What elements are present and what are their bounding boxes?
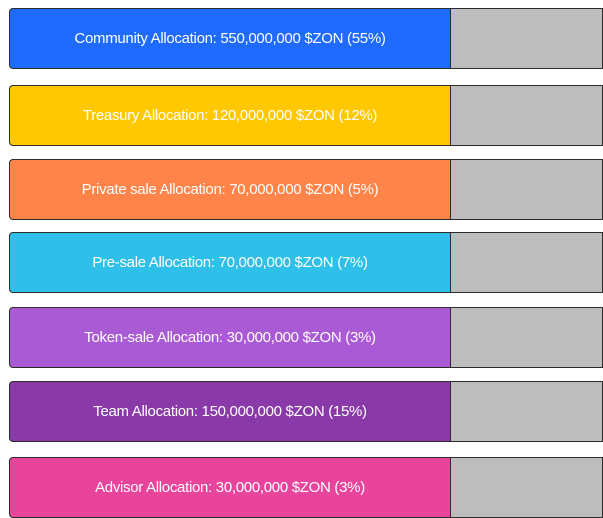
allocation-row: Treasury Allocation: 120,000,000 $ZON (1… — [9, 85, 603, 146]
allocation-track — [451, 85, 603, 146]
allocation-label: Token-sale Allocation: 30,000,000 $ZON (… — [9, 307, 451, 368]
allocation-label: Team Allocation: 150,000,000 $ZON (15%) — [9, 381, 451, 442]
allocation-row: Token-sale Allocation: 30,000,000 $ZON (… — [9, 307, 603, 368]
allocation-label: Pre-sale Allocation: 70,000,000 $ZON (7%… — [9, 232, 451, 293]
allocation-row: Private sale Allocation: 70,000,000 $ZON… — [9, 159, 603, 220]
allocation-row: Pre-sale Allocation: 70,000,000 $ZON (7%… — [9, 232, 603, 293]
allocation-label: Treasury Allocation: 120,000,000 $ZON (1… — [9, 85, 451, 146]
allocation-label: Advisor Allocation: 30,000,000 $ZON (3%) — [9, 457, 451, 518]
allocation-track — [451, 381, 603, 442]
allocation-track — [451, 8, 603, 69]
allocation-track — [451, 159, 603, 220]
allocation-row: Advisor Allocation: 30,000,000 $ZON (3%) — [9, 457, 603, 518]
allocation-row: Community Allocation: 550,000,000 $ZON (… — [9, 8, 603, 69]
allocation-label: Community Allocation: 550,000,000 $ZON (… — [9, 8, 451, 69]
allocation-track — [451, 457, 603, 518]
allocation-track — [451, 232, 603, 293]
allocation-label: Private sale Allocation: 70,000,000 $ZON… — [9, 159, 451, 220]
allocation-track — [451, 307, 603, 368]
allocation-row: Team Allocation: 150,000,000 $ZON (15%) — [9, 381, 603, 442]
